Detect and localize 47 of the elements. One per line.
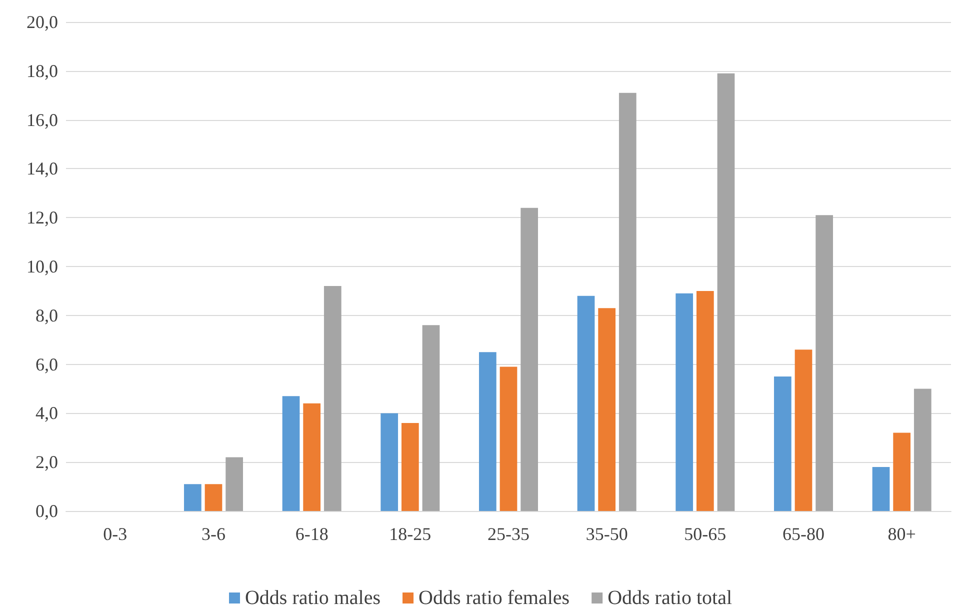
x-tick-label: 80+ [888,524,916,544]
y-tick-label: 14,0 [26,158,58,179]
y-tick-label: 18,0 [26,60,58,81]
x-tick-label: 6-18 [295,524,328,544]
bar [324,286,342,511]
y-tick-label: 20,0 [26,12,58,32]
bar [893,432,911,511]
bar [774,376,792,511]
bar [676,293,694,511]
bar [872,466,890,511]
bar [598,308,616,511]
bar [380,413,398,511]
y-tick-label: 8,0 [36,305,58,326]
bar [520,208,538,511]
bar [618,92,636,511]
y-tick-label: 4,0 [36,403,58,424]
y-tick-label: 0,0 [36,501,58,521]
bar [282,396,300,511]
x-tick-label: 25-35 [488,524,530,544]
bar [226,457,243,511]
bar [184,484,202,511]
bar [204,484,222,511]
x-tick-label: 18-25 [389,524,432,544]
bar [816,215,833,511]
y-tick-label: 12,0 [26,208,58,228]
bar [479,352,496,511]
x-tick-label: 35-50 [586,524,628,544]
legend-label: Odds ratio total [608,587,732,609]
bar [577,296,595,511]
y-tick-label: 16,0 [26,110,58,130]
bar [914,388,932,511]
bar [696,290,714,511]
x-tick-label: 65-80 [782,524,824,544]
bar [717,73,735,511]
bar [422,325,440,511]
bar [401,422,419,511]
y-tick-label: 2,0 [36,452,58,472]
x-tick-label: 3-6 [202,524,226,544]
bar [500,366,518,511]
x-tick-label: 50-65 [684,524,726,544]
bar [303,403,321,511]
legend-label: Odds ratio females [418,587,570,609]
legend-label: Odds ratio males [244,587,381,609]
bar [794,350,812,511]
x-tick-label: 0-3 [103,524,128,544]
y-tick-label: 6,0 [36,354,58,374]
y-tick-label: 10,0 [26,256,58,276]
